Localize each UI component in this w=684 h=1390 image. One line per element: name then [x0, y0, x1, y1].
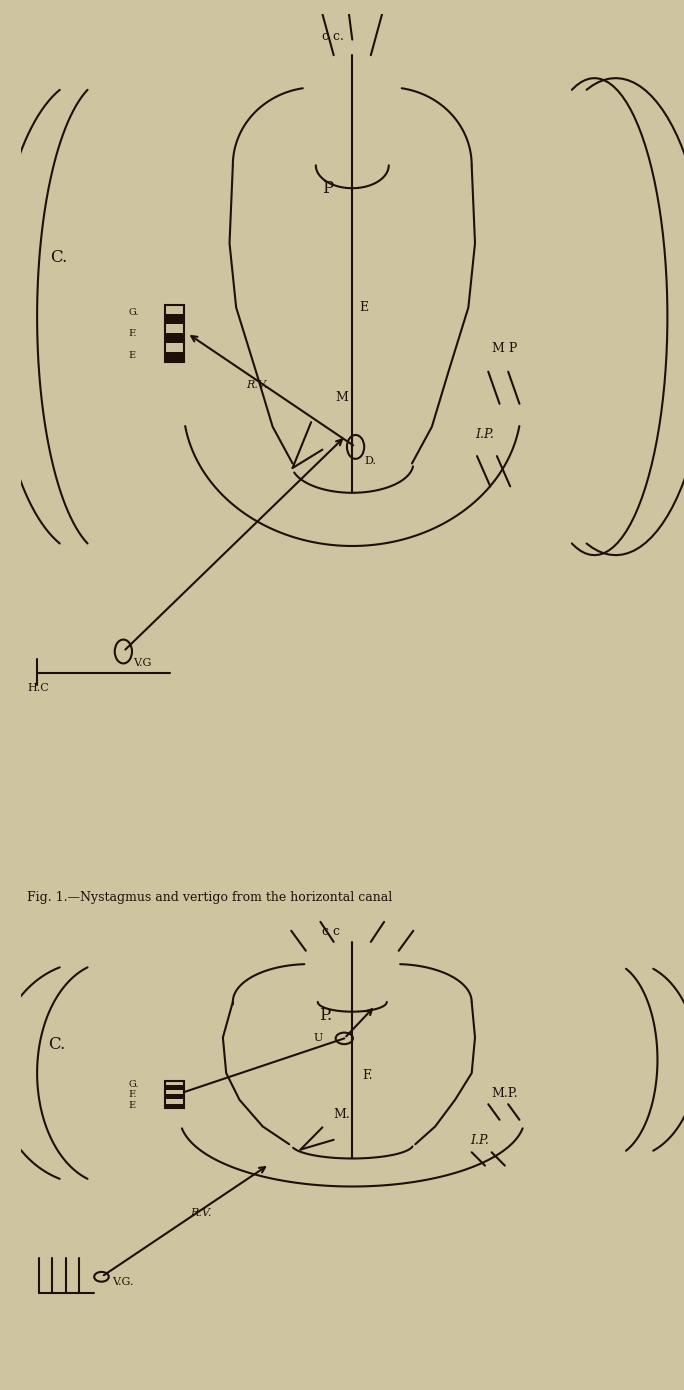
- Text: U: U: [313, 1033, 322, 1044]
- Bar: [165, 1094, 184, 1099]
- Text: c c.: c c.: [322, 31, 344, 43]
- Text: F.: F.: [128, 1090, 137, 1099]
- Text: M.P.: M.P.: [492, 1087, 518, 1099]
- Bar: [165, 352, 184, 361]
- Bar: [165, 334, 184, 342]
- Text: H.C: H.C: [27, 684, 49, 694]
- Text: P.: P.: [319, 1006, 332, 1024]
- Text: M: M: [336, 391, 349, 404]
- Bar: [165, 304, 184, 361]
- Text: E: E: [359, 302, 368, 314]
- Bar: [165, 1090, 184, 1094]
- Bar: [165, 324, 184, 334]
- Text: C.: C.: [51, 249, 68, 265]
- Bar: [165, 1086, 184, 1090]
- Text: G.: G.: [128, 307, 138, 317]
- Bar: [165, 1099, 184, 1104]
- Text: V.G.: V.G.: [112, 1277, 133, 1287]
- Text: F.: F.: [363, 1069, 373, 1081]
- Text: V.G: V.G: [133, 659, 152, 669]
- Text: M P: M P: [492, 342, 517, 356]
- Text: R.V.: R.V.: [189, 1208, 211, 1218]
- Text: D.: D.: [364, 456, 376, 466]
- Text: I.P.: I.P.: [475, 428, 494, 441]
- Text: I.P.: I.P.: [471, 1134, 489, 1147]
- Text: P: P: [322, 179, 334, 197]
- Bar: [165, 314, 184, 324]
- Bar: [165, 1080, 184, 1108]
- Text: G.: G.: [128, 1080, 138, 1088]
- Bar: [165, 342, 184, 352]
- Bar: [165, 1080, 184, 1086]
- Text: E: E: [128, 1101, 135, 1109]
- Text: c c: c c: [322, 926, 341, 938]
- Text: F.: F.: [128, 328, 137, 338]
- Text: Fig. 1.—Nystagmus and vertigo from the horizontal canal: Fig. 1.—Nystagmus and vertigo from the h…: [27, 891, 393, 904]
- Text: E: E: [128, 350, 135, 360]
- Bar: [165, 304, 184, 314]
- Text: C.: C.: [49, 1036, 66, 1052]
- Bar: [165, 1104, 184, 1108]
- Text: M.: M.: [334, 1108, 350, 1120]
- Text: R.V.: R.V.: [246, 381, 267, 391]
